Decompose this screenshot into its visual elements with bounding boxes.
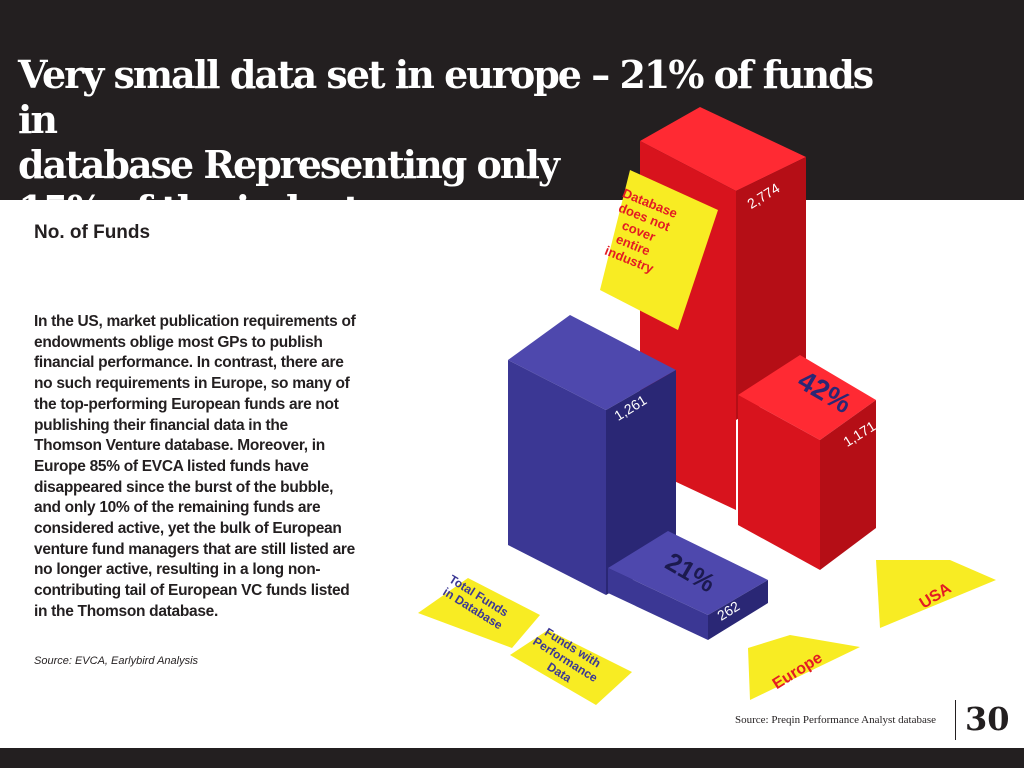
bar-usa-perf-left <box>738 395 820 570</box>
legend-perf-shape <box>510 630 632 705</box>
callout-shape <box>600 170 718 330</box>
bar-europe-total-top <box>508 315 676 410</box>
callout-text: Database does not cover entire industry <box>598 185 683 278</box>
bar-usa-total-top <box>640 107 806 191</box>
bar-usa-perf <box>738 355 876 570</box>
bar-europe-total-left <box>508 360 606 595</box>
analysis-source-note: Source: EVCA, Earlybird Analysis <box>34 655 199 667</box>
footer-band <box>0 748 1024 768</box>
bar-usa-perf-top <box>738 355 876 440</box>
category-europe-shape <box>748 635 860 700</box>
bar-europe-perf-top <box>608 531 768 615</box>
header-band <box>0 0 1024 200</box>
body-text: In the US, market publication requiremen… <box>34 313 356 620</box>
bar-europe-perf <box>608 531 768 640</box>
category-usa-shape <box>876 560 996 628</box>
data-source: Source: Preqin Performance Analyst datab… <box>735 714 936 726</box>
slide-title: Very small data set in europe – 21% of f… <box>18 52 918 232</box>
page-number: 30 <box>965 700 1010 738</box>
bar-europe-perf-left <box>608 568 708 640</box>
title-line-3: 15% of the industry <box>18 187 399 232</box>
chart-subhead: No. of Funds <box>34 222 151 243</box>
title-line-1: Very small data set in europe – 21% of f… <box>18 52 874 142</box>
bar-usa-perf-right <box>820 400 876 570</box>
title-line-2: database Representing only <box>18 142 560 187</box>
bar-usa-total-right <box>736 157 806 420</box>
legend-total-shape <box>418 578 540 648</box>
bar-europe-perf-right <box>708 580 768 640</box>
page-divider <box>955 700 956 740</box>
